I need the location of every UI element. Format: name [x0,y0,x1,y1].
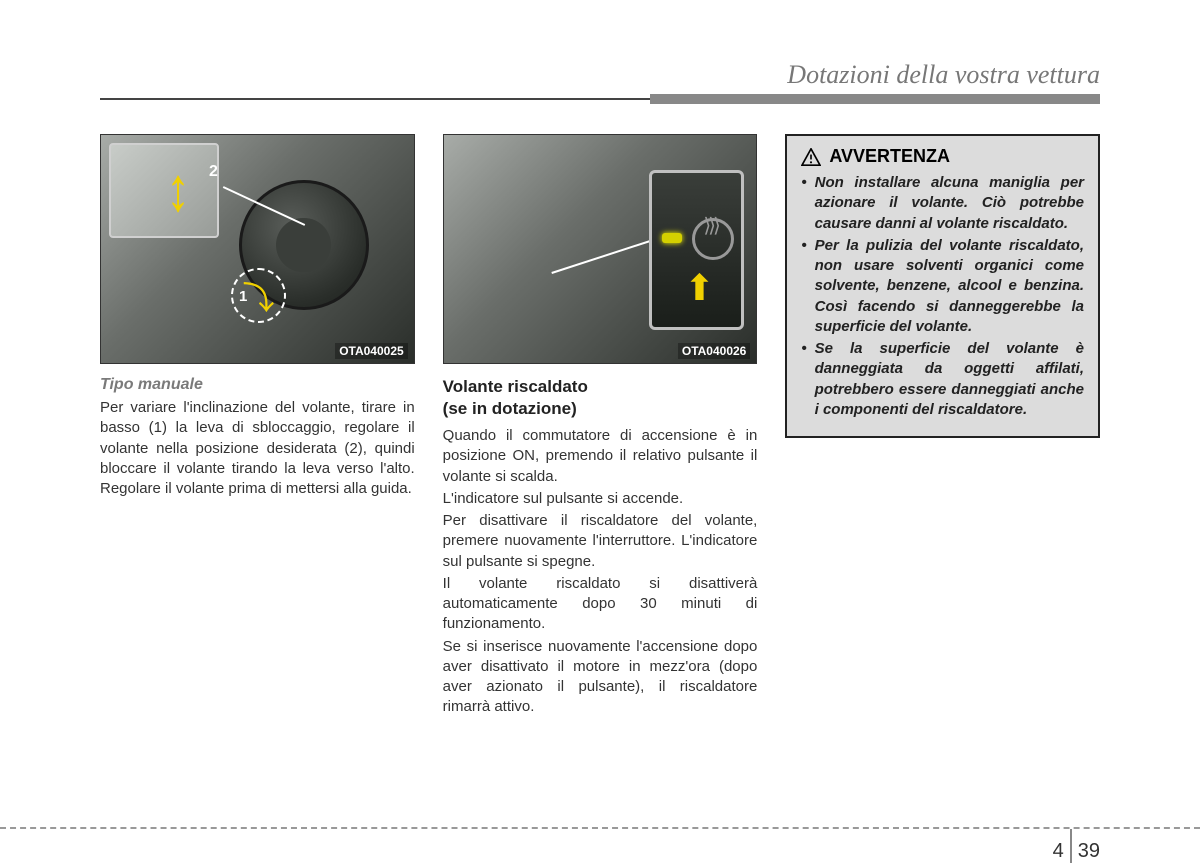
heated-button-inset: ⟩⟩⟩ ⬆ [649,170,744,330]
content-columns: ↕ 2 1 ⤵ OTA040025 Tipo manuale Per varia… [100,134,1100,720]
col2-p3: Per disattivare il riscaldatore del vola… [443,511,758,572]
warning-title-row: AVVERTENZA [801,146,1084,167]
column-3: AVVERTENZA Non installare alcuna manigli… [785,134,1100,720]
warning-item-1: Non installare alcuna maniglia per azion… [815,173,1084,234]
press-arrow-icon: ⬆ [684,267,714,309]
col2-p4: Il volante riscaldato si disattiverà aut… [443,574,758,635]
page-number: 4 39 [1053,839,1100,863]
led-indicator-icon [662,233,682,243]
warning-title-text: AVVERTENZA [829,146,950,167]
column-1: ↕ 2 1 ⤵ OTA040025 Tipo manuale Per varia… [100,134,415,720]
marker-circle-1: 1 ⤵ [231,268,286,323]
rule-thick [650,94,1100,104]
subhead-volante-riscaldato: Volante riscaldato (se in dotazione) [443,376,758,420]
photo-code-1: OTA040025 [335,343,407,359]
rule-thin [100,98,650,100]
subhead-tipo-manuale: Tipo manuale [100,376,415,394]
page-footer: 4 39 [0,827,1200,841]
chapter-number: 4 [1053,840,1064,863]
subhead-line2: (se in dotazione) [443,399,577,418]
photo-heated-wheel: ⟩⟩⟩ ⬆ OTA040026 [443,134,758,364]
body-col2: Quando il commutatore di accensione è in… [443,426,758,718]
warning-list: Non installare alcuna maniglia per azion… [801,173,1084,420]
warning-item-3: Se la superficie del volante è danneggia… [815,339,1084,420]
col1-paragraph: Per variare l'inclinazione del volante, … [100,398,415,499]
header-rule [100,98,1100,104]
page-number-value: 39 [1078,840,1100,863]
column-2: ⟩⟩⟩ ⬆ OTA040026 Volante riscaldato (se i… [443,134,758,720]
arrow-tilt-icon: ↕ [166,155,190,227]
warning-item-2: Per la pulizia del volante riscaldato, n… [815,236,1084,337]
callout-line-2 [551,238,656,274]
photo-code-2: OTA040026 [678,343,750,359]
col2-p1: Quando il commutatore di accensione è in… [443,426,758,487]
photo-tilt-steering: ↕ 2 1 ⤵ OTA040025 [100,134,415,364]
heat-waves-icon: ⟩⟩⟩ [703,213,717,238]
marker-1: 1 [239,288,247,305]
col2-p5: Se si inserisce nuovamente l'accensione … [443,637,758,718]
warning-box: AVVERTENZA Non installare alcuna manigli… [785,134,1100,438]
page-header: Dotazioni della vostra vettura [100,60,1100,90]
page-divider [1070,829,1072,863]
marker-2: 2 [209,163,218,181]
col2-p2: L'indicatore sul pulsante si accende. [443,489,758,509]
subhead-line1: Volante riscaldato [443,377,588,396]
page-container: Dotazioni della vostra vettura ↕ 2 1 ⤵ [0,0,1200,861]
photo-inset-wheel: ↕ 2 [109,143,219,238]
heated-wheel-icon: ⟩⟩⟩ [692,218,734,260]
warning-triangle-icon [801,148,821,166]
header-title: Dotazioni della vostra vettura [787,60,1100,89]
body-col1: Per variare l'inclinazione del volante, … [100,398,415,499]
